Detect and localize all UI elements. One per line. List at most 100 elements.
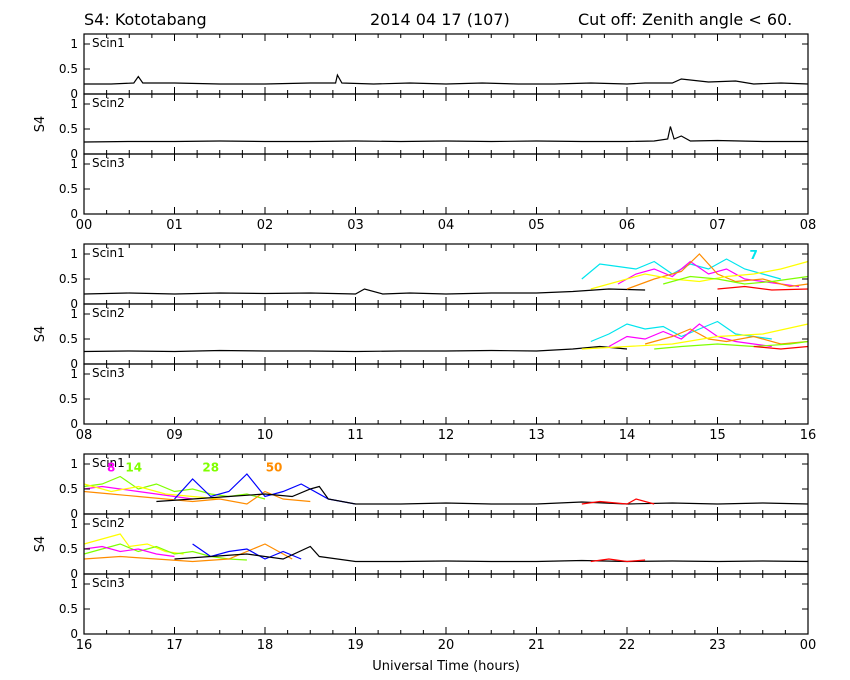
x-tick-label-b0-4: 04 (438, 218, 455, 233)
y-tick-label-b1-p0-1: 0.5 (59, 272, 78, 286)
annotation-b2-3: 50 (266, 461, 283, 475)
series-line-b2-p1-s0 (83, 533, 184, 555)
panel-label-b1-p2: Scin3 (92, 366, 125, 380)
x-tick-label-b2-5: 21 (528, 638, 545, 653)
x-tick-label-b2-0: 16 (76, 638, 93, 653)
series-line-b0-p1-s0 (83, 126, 808, 143)
y-tick-label-b1-p0-2: 1 (70, 247, 78, 261)
x-tick-label-b2-6: 22 (619, 638, 636, 653)
y-tick-label-b1-p1-2: 1 (70, 307, 78, 321)
x-tick-label-b2-1: 17 (166, 638, 183, 653)
y-tick-label-b2-p2-2: 1 (70, 577, 78, 591)
x-tick-label-b1-8: 16 (800, 428, 817, 443)
panel-label-b0-p0: Scin1 (92, 36, 125, 50)
cutoff-title: Cut off: Zenith angle < 60. (578, 10, 793, 29)
y-axis-label-b2: S4 (33, 536, 48, 553)
y-tick-label-b0-p0-1: 0.5 (59, 62, 78, 76)
x-tick-label-b0-6: 06 (619, 218, 636, 233)
chart-header: S4: Kototabang 2014 04 17 (107) Cut off:… (0, 0, 850, 30)
y-tick-label-b0-p0-2: 1 (70, 37, 78, 51)
panel-label-b1-p0: Scin1 (92, 246, 125, 260)
panel-frame-b2-p2 (83, 573, 809, 635)
y-tick-label-b2-p1-2: 1 (70, 517, 78, 531)
series-line-b1-p0-s5 (663, 275, 809, 285)
series-line-b2-p0-s6 (581, 498, 655, 505)
x-tick-label-b1-0: 08 (76, 428, 93, 443)
x-tick-label-b1-2: 10 (257, 428, 274, 443)
y-tick-label-b0-p2-2: 1 (70, 157, 78, 171)
panel-label-b1-p1: Scin2 (92, 306, 125, 320)
y-tick-label-b0-p1-2: 1 (70, 97, 78, 111)
station-title: S4: Kototabang (84, 10, 207, 29)
y-tick-label-b0-p1-0: 0 (70, 147, 78, 161)
y-tick-label-b2-p0-1: 0.5 (59, 482, 78, 496)
panel-label-b2-p1: Scin2 (92, 516, 125, 530)
series-line-b0-p0-s0 (84, 73, 809, 85)
y-tick-label-b0-p2-0: 0 (70, 207, 78, 221)
panel-label-b0-p2: Scin3 (92, 156, 125, 170)
y-tick-label-b1-p0-0: 0 (70, 297, 78, 311)
x-tick-label-b0-8: 08 (800, 218, 817, 233)
y-tick-label-b1-p1-1: 0.5 (59, 332, 78, 346)
y-tick-label-b2-p2-0: 0 (70, 627, 78, 641)
x-tick-label-b1-3: 11 (347, 428, 364, 443)
series-line-b2-p1-s2 (83, 545, 175, 558)
x-axis-label: Universal Time (hours) (372, 659, 520, 674)
series-line-b1-p1-s3 (644, 328, 809, 345)
y-tick-label-b1-p2-1: 0.5 (59, 392, 78, 406)
y-tick-label-b1-p1-0: 0 (70, 357, 78, 371)
x-tick-label-b0-5: 05 (528, 218, 545, 233)
series-line-b2-p0-s1 (83, 485, 193, 500)
series-line-b1-p0-s0 (83, 288, 646, 295)
series-line-b1-p1-s4 (581, 323, 809, 350)
x-tick-label-b2-2: 18 (257, 638, 274, 653)
annotation-b2-1: 14 (125, 461, 142, 475)
panel-label-b2-p2: Scin3 (92, 576, 125, 590)
series-line-b1-p0-s4 (590, 260, 809, 290)
panel-label-b2-p0: Scin1 (92, 456, 125, 470)
y-axis-label-b0: S4 (33, 116, 48, 133)
x-tick-label-b2-8: 00 (800, 638, 817, 653)
y-tick-label-b2-p0-0: 0 (70, 507, 78, 521)
series-line-b2-p0-s2 (83, 483, 220, 500)
panel-frame-b1-p2 (83, 363, 809, 425)
x-tick-label-b0-2: 02 (257, 218, 274, 233)
series-line-b1-p0-s6 (717, 285, 809, 291)
x-tick-label-b1-5: 13 (528, 428, 545, 443)
y-tick-label-b0-p1-1: 0.5 (59, 122, 78, 136)
y-tick-label-b0-p2-1: 0.5 (59, 182, 78, 196)
annotation-b2-2: 28 (202, 461, 219, 475)
annotation-b2-0: 8 (107, 461, 115, 475)
x-tick-label-b1-1: 09 (166, 428, 183, 443)
panel-frame-b0-p0 (83, 33, 809, 95)
x-tick-label-b0-7: 07 (709, 218, 726, 233)
x-tick-label-b2-3: 19 (347, 638, 364, 653)
series-line-b1-p1-s5 (654, 340, 809, 350)
y-tick-label-b1-p2-0: 0 (70, 417, 78, 431)
series-line-b2-p1-s3 (83, 543, 293, 563)
x-tick-label-b1-6: 14 (619, 428, 636, 443)
series-line-b1-p0-s3 (626, 253, 809, 290)
panel-frame-b2-p0 (83, 453, 809, 515)
y-tick-label-b1-p2-2: 1 (70, 367, 78, 381)
date-title: 2014 04 17 (107) (370, 10, 510, 29)
x-tick-label-b1-7: 15 (709, 428, 726, 443)
panel-label-b0-p1: Scin2 (92, 96, 125, 110)
x-tick-label-b0-0: 00 (76, 218, 93, 233)
series-line-b2-p1-s5 (174, 545, 809, 563)
series-line-b1-p1-s0 (83, 345, 628, 353)
x-tick-label-b1-4: 12 (438, 428, 455, 443)
panel-frame-b0-p2 (83, 153, 809, 215)
y-tick-label-b2-p0-2: 1 (70, 457, 78, 471)
x-tick-label-b0-3: 03 (347, 218, 364, 233)
x-tick-label-b0-1: 01 (166, 218, 183, 233)
y-tick-label-b0-p0-0: 0 (70, 87, 78, 101)
x-tick-label-b2-7: 23 (709, 638, 726, 653)
x-tick-label-b2-4: 20 (438, 638, 455, 653)
y-tick-label-b2-p1-1: 0.5 (59, 542, 78, 556)
y-tick-label-b2-p1-0: 0 (70, 567, 78, 581)
series-line-b1-p1-s6 (753, 345, 809, 350)
annotation-b1-0: 7 (750, 248, 758, 262)
y-tick-label-b2-p2-1: 0.5 (59, 602, 78, 616)
